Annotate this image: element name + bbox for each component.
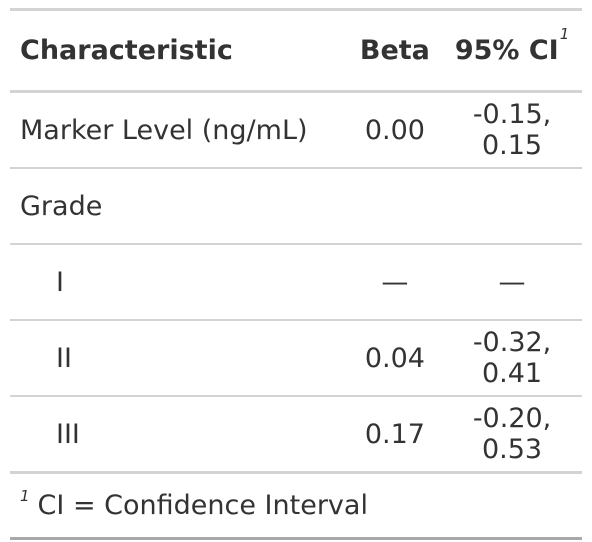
- footnote-mark: 1: [20, 487, 30, 505]
- table-footnote: 1 CI = Confidence Interval: [10, 474, 582, 540]
- row-ci: -0.20, 0.53: [442, 396, 582, 473]
- row-beta: 0.00: [348, 92, 442, 169]
- row-beta: 0.17: [348, 396, 442, 473]
- row-label: Marker Level (ng/mL): [10, 92, 348, 169]
- row-label: II: [10, 320, 348, 396]
- row-ci: —: [442, 244, 582, 320]
- row-beta: 0.04: [348, 320, 442, 396]
- footnote-text: CI = Confidence Interval: [38, 490, 368, 521]
- header-ci-label: 95% CI: [455, 35, 559, 66]
- table-row: III 0.17 -0.20, 0.53: [10, 396, 582, 473]
- row-ci: [442, 168, 582, 244]
- row-label: III: [10, 396, 348, 473]
- row-ci: -0.32, 0.41: [442, 320, 582, 396]
- header-ci: 95% CI1: [442, 10, 582, 92]
- row-label: Grade: [10, 168, 348, 244]
- row-ci: -0.15, 0.15: [442, 92, 582, 169]
- regression-table: Characteristic Beta 95% CI1 Marker Level…: [10, 8, 582, 474]
- header-beta-label: Beta: [360, 35, 430, 66]
- header-characteristic: Characteristic: [10, 10, 348, 92]
- table-header-row: Characteristic Beta 95% CI1: [10, 10, 582, 92]
- row-beta: [348, 168, 442, 244]
- header-ci-footnote-mark: 1: [560, 25, 570, 43]
- header-beta: Beta: [348, 10, 442, 92]
- header-characteristic-label: Characteristic: [20, 35, 233, 66]
- row-label: I: [10, 244, 348, 320]
- row-beta: —: [348, 244, 442, 320]
- table-row: Marker Level (ng/mL) 0.00 -0.15, 0.15: [10, 92, 582, 169]
- table-row: Grade: [10, 168, 582, 244]
- table-row: II 0.04 -0.32, 0.41: [10, 320, 582, 396]
- table-row: I — —: [10, 244, 582, 320]
- regression-table-container: Characteristic Beta 95% CI1 Marker Level…: [10, 8, 582, 540]
